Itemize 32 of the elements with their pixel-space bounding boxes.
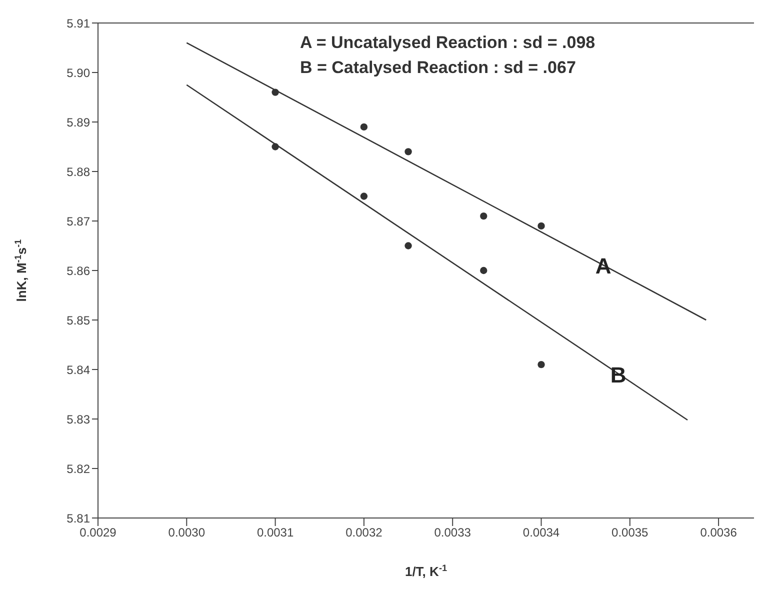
point	[538, 222, 545, 230]
point	[272, 88, 279, 96]
x-tick-label: 0.0036	[700, 526, 738, 540]
y-tick-label: 5.91	[66, 16, 90, 30]
point	[360, 123, 368, 131]
x-tick-label: 0.0034	[522, 526, 560, 540]
x-tick-label: 0.0032	[346, 526, 383, 540]
x-tick-label: 0.0030	[168, 526, 206, 540]
annotation: A = Uncatalysed Reaction : sd = .098	[300, 32, 596, 54]
y-tick-label: 5.84	[66, 362, 90, 377]
y-tick-label: 5.86	[66, 264, 90, 278]
point	[480, 266, 488, 274]
point	[360, 192, 368, 200]
y-tick-label: 5.85	[66, 313, 90, 328]
y-tick-label: 5.82	[66, 462, 90, 476]
x-tick-label: 0.0029	[80, 526, 117, 540]
y-tick-label: 5.89	[66, 115, 90, 130]
y-tick-label: 5.88	[66, 164, 90, 179]
x-tick-label: 0.0035	[612, 526, 649, 540]
point	[272, 143, 279, 150]
y-tick-label: 5.87	[66, 214, 90, 228]
point	[538, 360, 545, 368]
point	[404, 242, 412, 250]
x-tick-label: 0.0031	[256, 526, 294, 540]
y-tick-label: 5.81	[66, 511, 90, 526]
y-tick-label: 5.83	[66, 412, 90, 426]
x-axis-title: 1/T, K$^{-1}$	[404, 563, 448, 579]
annotation: B = Catalysed Reaction : sd = .067	[300, 57, 577, 79]
point	[404, 148, 412, 156]
x-tick-label: 0.0033	[434, 526, 472, 540]
point	[480, 212, 488, 220]
y-tick-label: 5.90	[66, 66, 90, 80]
